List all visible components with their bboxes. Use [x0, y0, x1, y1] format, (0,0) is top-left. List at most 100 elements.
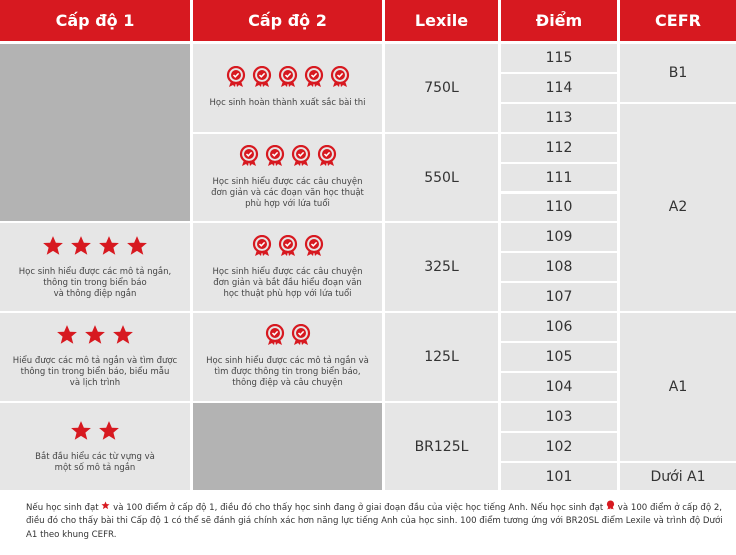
score-cell: 113: [501, 103, 617, 132]
level2-cell: Học sinh hoàn thành xuất sắc bài thi: [193, 44, 382, 132]
level2-cell: Học sinh hiểu được các câu chuyện đơn gi…: [193, 133, 382, 222]
icon: [226, 66, 246, 92]
header-label: Cấp độ 2: [248, 11, 327, 30]
level2-cell: Học sinh hiểu được các câu chuyện đơn gi…: [193, 223, 382, 312]
lexile-value: 125L: [424, 348, 459, 365]
score-cell: 101: [501, 462, 617, 491]
icon: [98, 235, 120, 261]
level2-desc: Học sinh hiểu được các câu chuyện đơn gi…: [211, 176, 364, 210]
icon: [265, 144, 285, 171]
header-cell: Điểm: [501, 0, 617, 41]
cefr-value: B1: [668, 64, 688, 81]
score-value: 104: [545, 378, 573, 395]
level1-desc: Bắt đầu hiểu các từ vựng và một số mô tả…: [35, 451, 155, 473]
icon: [304, 66, 324, 92]
lexile-cell: 325L: [385, 223, 498, 312]
footer-text: Nếu học sinh đạt: [26, 503, 99, 513]
score-cell: 114: [501, 73, 617, 102]
icon: [98, 420, 120, 446]
header-label: Điểm: [535, 11, 583, 30]
score-value: 103: [545, 408, 573, 425]
score-value: 102: [545, 438, 573, 455]
score-value: 114: [545, 79, 573, 96]
lexile-cell: BR125L: [385, 402, 498, 491]
score-value: 115: [545, 49, 573, 66]
header-label: Cấp độ 1: [55, 11, 135, 30]
score-value: 107: [545, 289, 573, 306]
cefr-cell: A2: [620, 103, 736, 312]
header-cell: Lexile: [385, 0, 498, 41]
footer-text: và 100 điểm ở cấp độ 2, điều đó cho thấy…: [26, 503, 723, 540]
icon: [84, 324, 106, 350]
score-value: 108: [545, 259, 573, 276]
icon-row: [42, 235, 148, 261]
score-cell: 109: [501, 223, 617, 252]
level1-desc: Hiểu được các mô tả ngắn và tìm được thô…: [12, 356, 178, 389]
level2-desc: Học sinh hiểu được các câu chuyện đơn gi…: [212, 266, 363, 299]
score-cell: 103: [501, 402, 617, 431]
score-value: 111: [545, 169, 573, 186]
icon: [112, 324, 134, 350]
lexile-cell: 750L: [385, 44, 498, 132]
icon: [291, 144, 311, 171]
score-cell: 102: [501, 432, 617, 461]
level1-cell: Học sinh hiểu được các mô tả ngắn, thông…: [0, 223, 190, 312]
icon: [317, 144, 337, 171]
footer-note: Nếu học sinh đạt và 100 điểm ở cấp độ 1,…: [26, 500, 726, 542]
level1-cell: Hiểu được các mô tả ngắn và tìm được thô…: [0, 313, 190, 401]
score-value: 112: [545, 139, 573, 156]
icon: [252, 234, 272, 261]
score-value: 113: [545, 109, 573, 126]
header-label: Lexile: [414, 11, 469, 30]
lexile-value: BR125L: [414, 438, 469, 455]
header-cell: Cấp độ 1: [0, 0, 190, 41]
icon: [330, 66, 350, 92]
icon: [70, 235, 92, 261]
score-cell: 105: [501, 343, 617, 371]
lexile-cell: 125L: [385, 313, 498, 401]
icon: [252, 66, 272, 92]
badge-icon: [606, 500, 615, 510]
score-cell: 112: [501, 133, 617, 162]
lexile-value: 550L: [424, 169, 459, 186]
score-cell: 104: [501, 372, 617, 401]
icon-row: [56, 324, 134, 350]
star-icon: [101, 501, 110, 510]
level2-desc: Học sinh hoàn thành xuất sắc bài thi: [209, 98, 366, 109]
lexile-cell: 550L: [385, 133, 498, 222]
icon-row: [226, 66, 350, 92]
score-value: 101: [545, 468, 573, 485]
header-cell: Cấp độ 2: [193, 0, 382, 41]
lexile-value: 750L: [424, 79, 459, 96]
footer-text: và 100 điểm ở cấp độ 1, điều đó cho thấy…: [113, 503, 604, 513]
score-cell: 115: [501, 44, 617, 72]
lexile-value: 325L: [424, 259, 459, 276]
header-cell: CEFR: [620, 0, 736, 41]
icon: [70, 420, 92, 446]
icon: [239, 144, 259, 171]
cefr-value: A1: [668, 378, 688, 395]
score-value: 110: [545, 199, 573, 216]
icon-row: [70, 420, 120, 446]
score-cell: 110: [501, 193, 617, 222]
cefr-cell: B1: [620, 44, 736, 102]
icon-row: [252, 234, 324, 261]
cefr-value: A2: [668, 199, 688, 216]
score-value: 105: [545, 348, 573, 365]
icon: [278, 66, 298, 92]
level2-cell: Học sinh hiểu được các mô tả ngắn và tìm…: [193, 313, 382, 401]
level1-desc: Học sinh hiểu được các mô tả ngắn, thông…: [18, 266, 172, 299]
level1-cell: Bắt đầu hiểu các từ vựng và một số mô tả…: [0, 402, 190, 491]
empty-cell: [0, 44, 190, 222]
score-value: 109: [545, 229, 573, 246]
icon: [291, 324, 311, 350]
cefr-cell: Dưới A1: [620, 462, 736, 491]
icon: [56, 324, 78, 350]
icon: [304, 234, 324, 261]
cefr-cell: A1: [620, 313, 736, 461]
icon: [42, 235, 64, 261]
score-cell: 111: [501, 163, 617, 192]
icon: [265, 324, 285, 350]
empty-cell: [193, 402, 382, 491]
